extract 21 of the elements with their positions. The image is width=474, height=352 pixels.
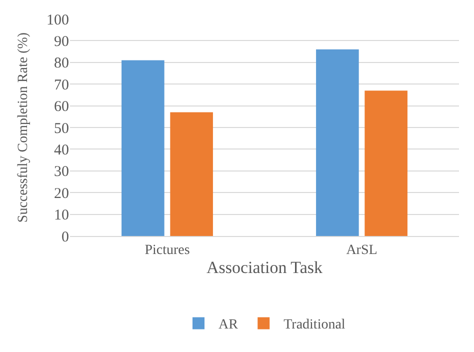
bar xyxy=(364,90,408,236)
y-tick-label: 10 xyxy=(54,208,69,224)
y-tick-label: 40 xyxy=(54,142,69,158)
x-tick-label: Pictures xyxy=(144,242,190,258)
y-tick-label: 90 xyxy=(54,34,69,50)
y-axis-title: Successfuly Completion Rate (%) xyxy=(16,32,32,223)
y-tick-label: 70 xyxy=(54,77,69,94)
y-tick-label: 100 xyxy=(46,12,69,28)
y-tick-label: 30 xyxy=(54,164,69,180)
legend-label: Traditional xyxy=(284,318,346,333)
y-tick-label: 80 xyxy=(54,56,69,72)
y-tick-label: 60 xyxy=(54,99,69,116)
bar xyxy=(122,60,164,236)
y-tick-label: 20 xyxy=(54,186,69,202)
bar xyxy=(170,112,213,236)
y-tick-label: 0 xyxy=(62,229,69,246)
y-tick-label: 50 xyxy=(54,120,69,137)
x-tick-label: ArSL xyxy=(346,242,378,258)
bar xyxy=(316,49,359,236)
x-axis-title: Association Task xyxy=(206,258,324,278)
legend-label: AR xyxy=(218,318,239,333)
